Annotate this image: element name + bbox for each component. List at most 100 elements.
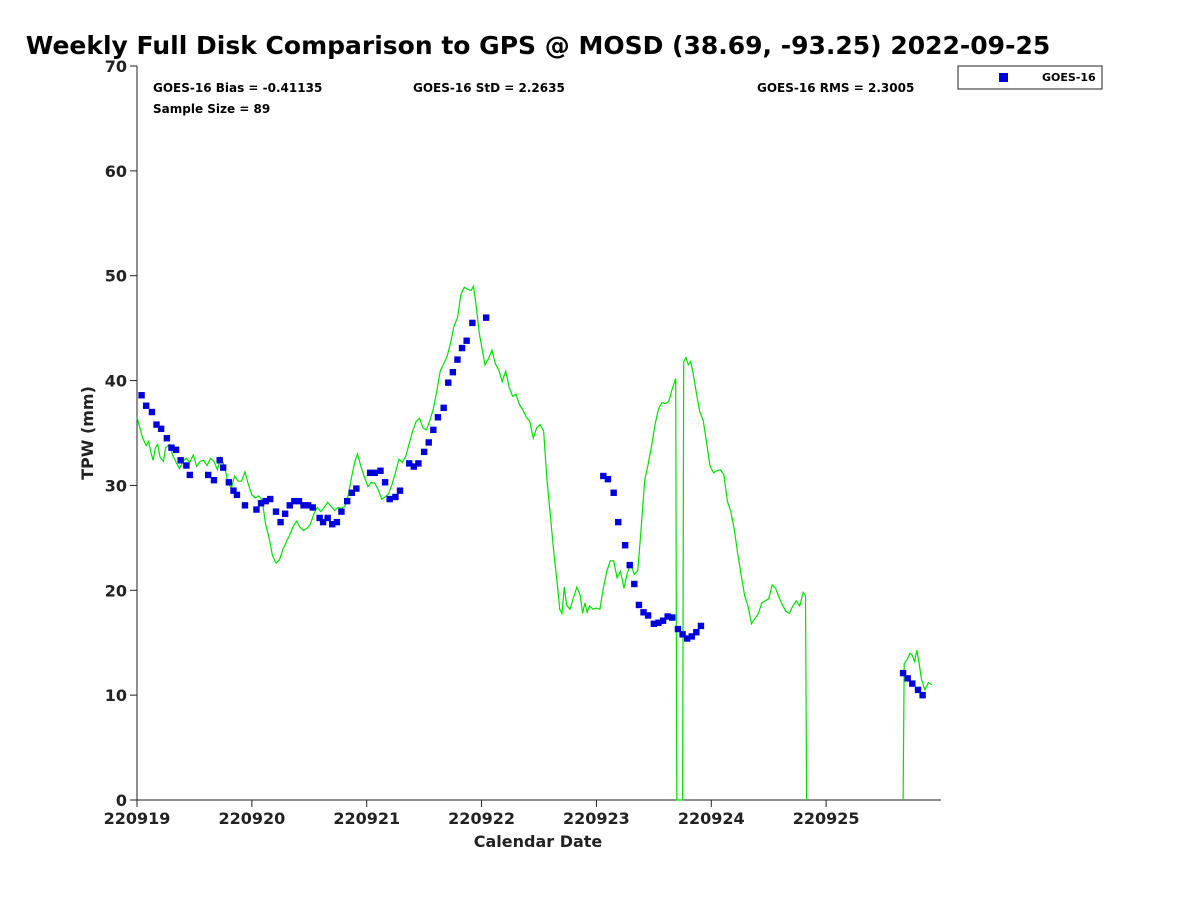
x-tick-label: 220920 xyxy=(218,809,285,828)
goes16-point xyxy=(291,497,298,505)
goes16-point xyxy=(272,508,280,515)
y-tick-label: 10 xyxy=(105,686,127,705)
x-tick-label: 220922 xyxy=(448,809,515,828)
gps-line-segment xyxy=(902,649,933,801)
stat-bias: GOES-16 Bias = -0.41135 xyxy=(153,81,322,95)
y-tick-label: 50 xyxy=(105,267,127,286)
goes16-point xyxy=(909,680,916,687)
goes16-series xyxy=(138,314,926,699)
goes16-point xyxy=(316,514,323,522)
y-axis-ticks: 0 10 20 30 40 50 60 70 xyxy=(105,57,137,810)
goes16-point xyxy=(392,493,399,501)
goes16-point xyxy=(338,508,345,515)
goes16-point xyxy=(371,469,378,477)
goes16-point xyxy=(168,444,175,451)
goes16-point xyxy=(621,541,629,549)
goes16-point xyxy=(610,489,617,496)
goes16-point xyxy=(440,404,447,412)
goes16-point xyxy=(410,463,418,470)
goes16-point xyxy=(277,518,284,526)
y-tick-label: 30 xyxy=(105,476,127,495)
goes16-point xyxy=(604,475,612,483)
goes16-point xyxy=(253,506,260,513)
y-tick-label: 70 xyxy=(105,57,127,76)
goes16-point xyxy=(679,631,686,638)
goes16-point xyxy=(267,495,274,503)
goes16-point xyxy=(343,497,351,505)
goes16-point xyxy=(644,612,652,619)
goes16-point xyxy=(281,510,289,517)
y-tick-label: 0 xyxy=(116,791,127,810)
stat-rms: GOES-16 RMS = 2.3005 xyxy=(757,81,914,95)
goes16-point xyxy=(664,613,671,620)
goes16-point xyxy=(366,469,374,477)
goes16-point xyxy=(899,669,907,677)
x-tick-label: 220921 xyxy=(333,809,400,828)
goes16-point xyxy=(286,502,293,509)
goes16-point xyxy=(163,435,171,442)
goes16-point xyxy=(183,462,190,469)
goes16-point xyxy=(295,497,303,505)
goes16-point xyxy=(635,601,643,609)
goes16-point xyxy=(230,487,237,494)
goes16-point xyxy=(674,625,682,633)
goes16-point xyxy=(205,471,212,479)
goes16-point xyxy=(406,460,413,467)
stat-sample-size: Sample Size = 89 xyxy=(153,102,270,116)
goes16-point xyxy=(463,337,470,344)
stat-std: GOES-16 StD = 2.2635 xyxy=(413,81,565,95)
y-tick-label: 60 xyxy=(105,162,127,181)
goes16-point xyxy=(333,518,341,526)
goes16-point xyxy=(615,518,622,526)
goes16-point xyxy=(386,495,393,503)
goes16-point xyxy=(445,379,452,386)
goes16-point xyxy=(233,491,241,499)
goes16-point xyxy=(216,457,223,464)
goes16-point xyxy=(257,500,265,507)
goes16-point xyxy=(683,635,691,642)
goes16-point xyxy=(300,502,307,509)
goes16-point xyxy=(396,487,404,494)
legend-marker-goes16 xyxy=(999,73,1008,82)
goes16-point xyxy=(415,460,422,467)
goes16-point xyxy=(430,426,437,434)
goes16-point xyxy=(469,319,476,327)
goes16-point xyxy=(262,497,269,505)
goes16-point xyxy=(669,614,676,621)
goes16-point xyxy=(148,408,156,416)
x-tick-label: 220923 xyxy=(563,809,630,828)
plot-frame xyxy=(137,66,941,800)
goes16-point xyxy=(377,467,384,474)
goes16-point xyxy=(626,561,633,569)
goes16-point xyxy=(157,425,165,433)
goes16-point xyxy=(177,457,184,464)
x-axis-ticks: 220919 220920 220921 220922 220923 220924 2209… xyxy=(104,800,860,828)
goes16-point xyxy=(241,502,249,509)
goes16-point xyxy=(304,502,312,509)
legend: GOES-16 xyxy=(957,65,1103,90)
goes16-point xyxy=(449,368,457,376)
goes16-point xyxy=(458,344,466,352)
plot-area: 0 10 20 30 40 50 60 70 220919 220920 220921 220922… xyxy=(104,57,941,828)
goes16-point xyxy=(640,609,647,616)
goes16-point xyxy=(904,675,911,682)
goes16-point xyxy=(329,521,336,528)
goes16-point xyxy=(186,471,194,479)
y-tick-label: 40 xyxy=(105,372,127,391)
goes16-point xyxy=(693,629,700,636)
goes16-point xyxy=(919,691,926,699)
goes16-point xyxy=(324,514,331,522)
goes16-point xyxy=(319,518,327,526)
goes16-point xyxy=(219,464,227,471)
goes16-point xyxy=(631,580,638,588)
goes16-point xyxy=(309,504,316,511)
goes16-point xyxy=(914,686,922,694)
goes16-point xyxy=(655,619,662,626)
goes16-point xyxy=(210,476,218,484)
goes16-point xyxy=(225,479,233,486)
goes16-point xyxy=(482,314,490,321)
goes16-point xyxy=(659,617,667,624)
gps-series xyxy=(136,284,933,801)
legend-box xyxy=(957,65,1103,90)
